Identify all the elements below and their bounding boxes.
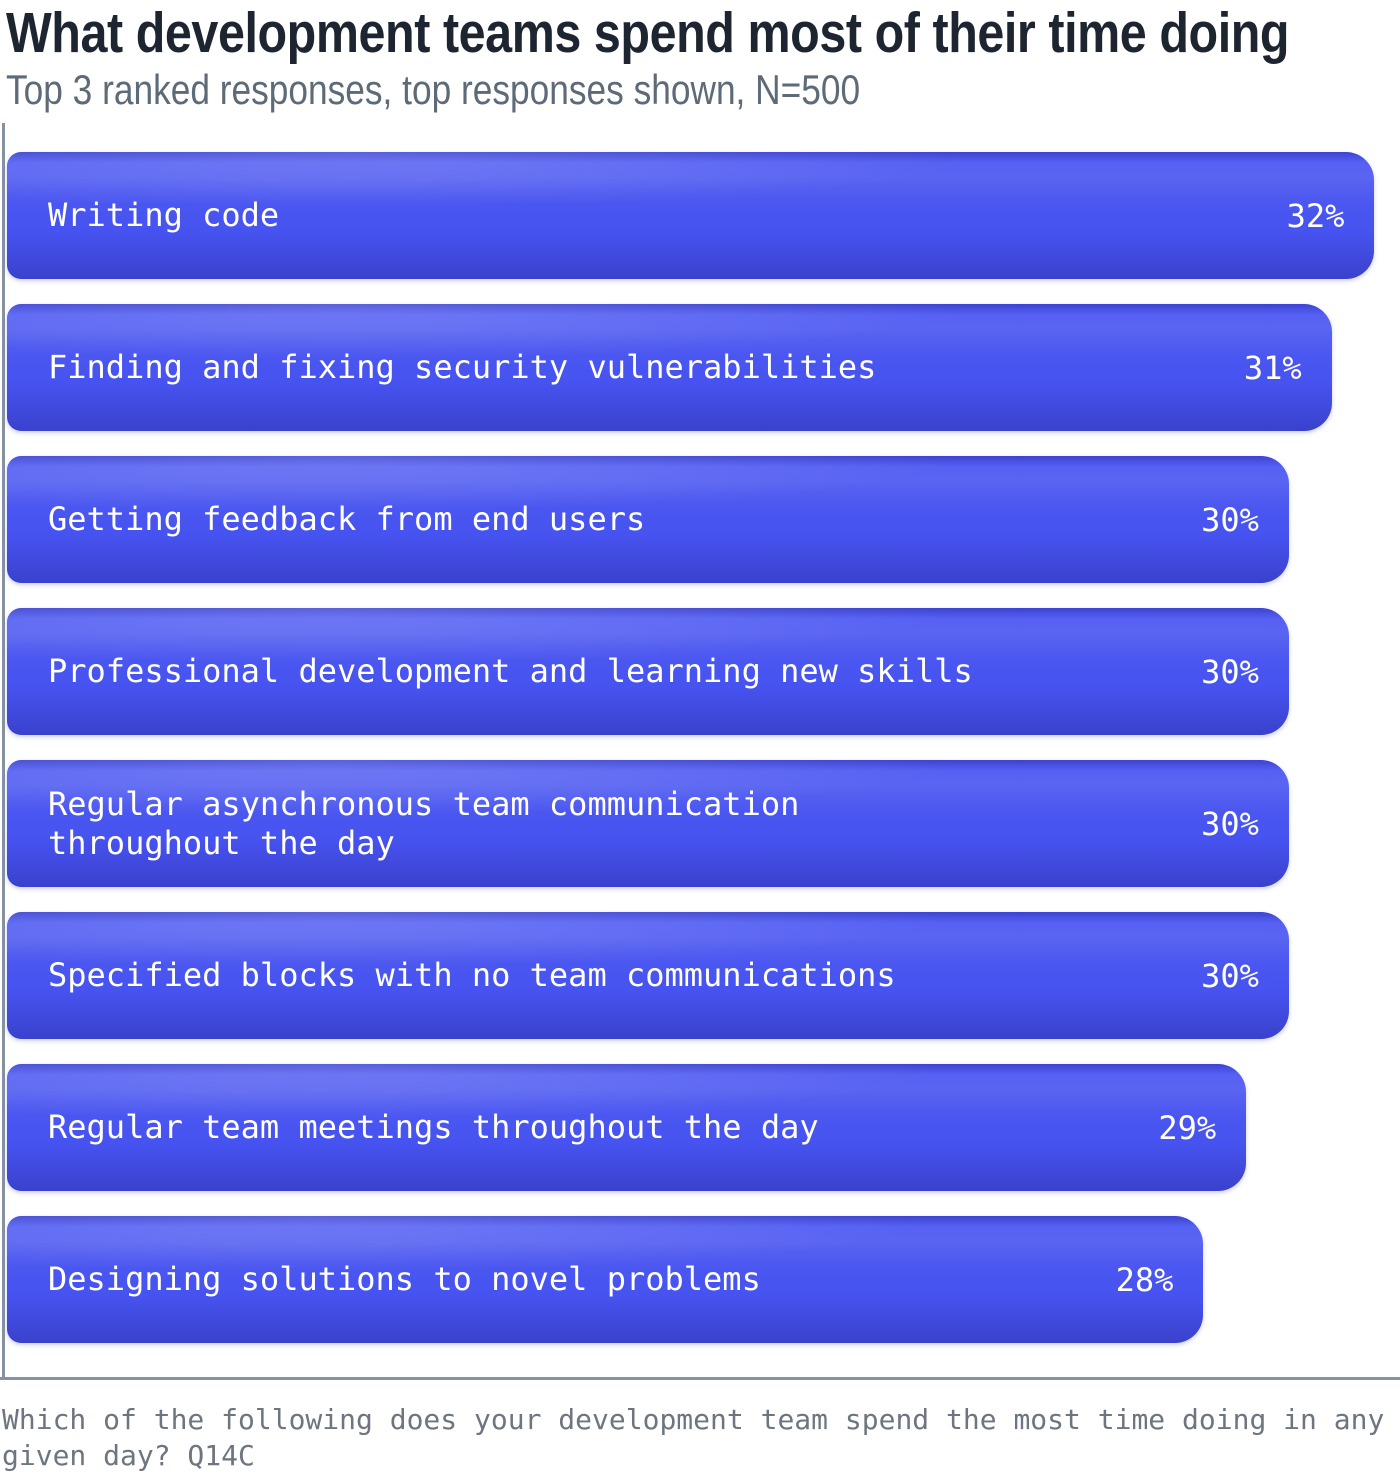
bar-value: 28% [1115, 1260, 1174, 1299]
bar: Writing code 32% [7, 152, 1374, 279]
bar-label: Regular team meetings throughout the day [48, 1108, 819, 1146]
bar: Professional development and learning ne… [7, 608, 1289, 735]
page-title-text: What development teams spend most of the… [6, 1, 1290, 65]
bar-value: 31% [1243, 348, 1302, 387]
x-axis-line [0, 1377, 1400, 1380]
bar-label: Specified blocks with no team communicat… [48, 956, 896, 994]
bar-row: Regular asynchronous team communication … [7, 760, 1400, 887]
page-title: What development teams spend most of the… [6, 4, 1400, 62]
bar: Finding and fixing security vulnerabilit… [7, 304, 1332, 431]
bar: Designing solutions to novel problems 28% [7, 1216, 1203, 1343]
chart-footer: Which of the following does your develop… [0, 1380, 1400, 1474]
bar-label: Writing code [48, 196, 280, 234]
page-subtitle: Top 3 ranked responses, top responses sh… [6, 68, 1400, 112]
y-axis-line [2, 123, 5, 1380]
bar-label: Regular asynchronous team communication … [48, 784, 800, 862]
bar: Regular asynchronous team communication … [7, 760, 1289, 887]
bar-value: 32% [1286, 196, 1345, 235]
bar-row: Regular team meetings throughout the day… [7, 1064, 1400, 1191]
bar-row: Getting feedback from end users 30% [7, 456, 1400, 583]
bar-label: Designing solutions to novel problems [48, 1260, 761, 1298]
page-subtitle-text: Top 3 ranked responses, top responses sh… [6, 66, 861, 113]
bar-row: Writing code 32% [7, 152, 1400, 279]
bar-row: Designing solutions to novel problems 28% [7, 1216, 1400, 1343]
footnote: Which of the following does your develop… [2, 1403, 1385, 1472]
bar: Regular team meetings throughout the day… [7, 1064, 1246, 1191]
bar: Specified blocks with no team communicat… [7, 912, 1289, 1039]
bar-value: 30% [1201, 652, 1259, 691]
bar-row: Specified blocks with no team communicat… [7, 912, 1400, 1039]
bar: Getting feedback from end users 30% [7, 456, 1289, 583]
bar-value: 30% [1201, 804, 1259, 843]
bar-row: Finding and fixing security vulnerabilit… [7, 304, 1400, 431]
bar-value: 30% [1201, 956, 1259, 995]
bar-label: Professional development and learning ne… [48, 652, 973, 690]
plot-area: Writing code 32% Finding and fixing securi… [7, 152, 1400, 1368]
bar-chart: Writing code 32% Finding and fixing securi… [0, 123, 1400, 1380]
bar-value: 30% [1201, 500, 1259, 539]
bar-label: Getting feedback from end users [48, 500, 646, 538]
bar-value: 29% [1158, 1108, 1217, 1147]
chart-header: What development teams spend most of the… [0, 0, 1400, 123]
bar-label: Finding and fixing security vulnerabilit… [48, 348, 877, 386]
bar-row: Professional development and learning ne… [7, 608, 1400, 735]
